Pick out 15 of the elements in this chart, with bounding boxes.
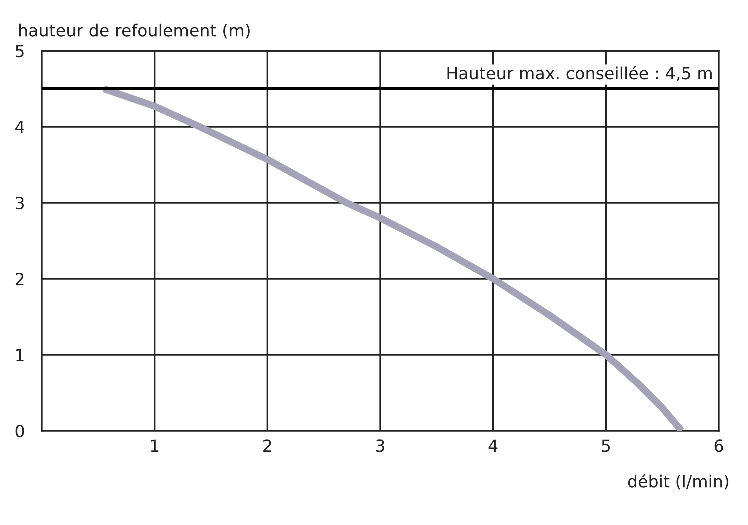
x-tick-label: 4 (488, 440, 498, 452)
x-tick-label: 5 (602, 440, 610, 452)
y-tick-label: 3 (16, 196, 24, 210)
ref-line-label: Hauteur max. conseillée : 4,5 m (448, 66, 712, 82)
y-tick-label: 1 (16, 349, 24, 362)
y-tick-label: 5 (16, 45, 24, 58)
y-tick-label: 2 (16, 272, 24, 286)
x-tick-label: 1 (151, 440, 159, 452)
x-tick-label: 3 (376, 440, 384, 452)
y-tick-label: 0 (16, 424, 24, 438)
x-axis-title: débit (l/min) (628, 474, 729, 490)
x-tick-label: 6 (714, 440, 724, 452)
y-tick-label: 4 (16, 121, 24, 134)
y-axis-title: hauteur de refoulement (m) (20, 24, 250, 39)
x-tick-label: 2 (264, 440, 272, 452)
